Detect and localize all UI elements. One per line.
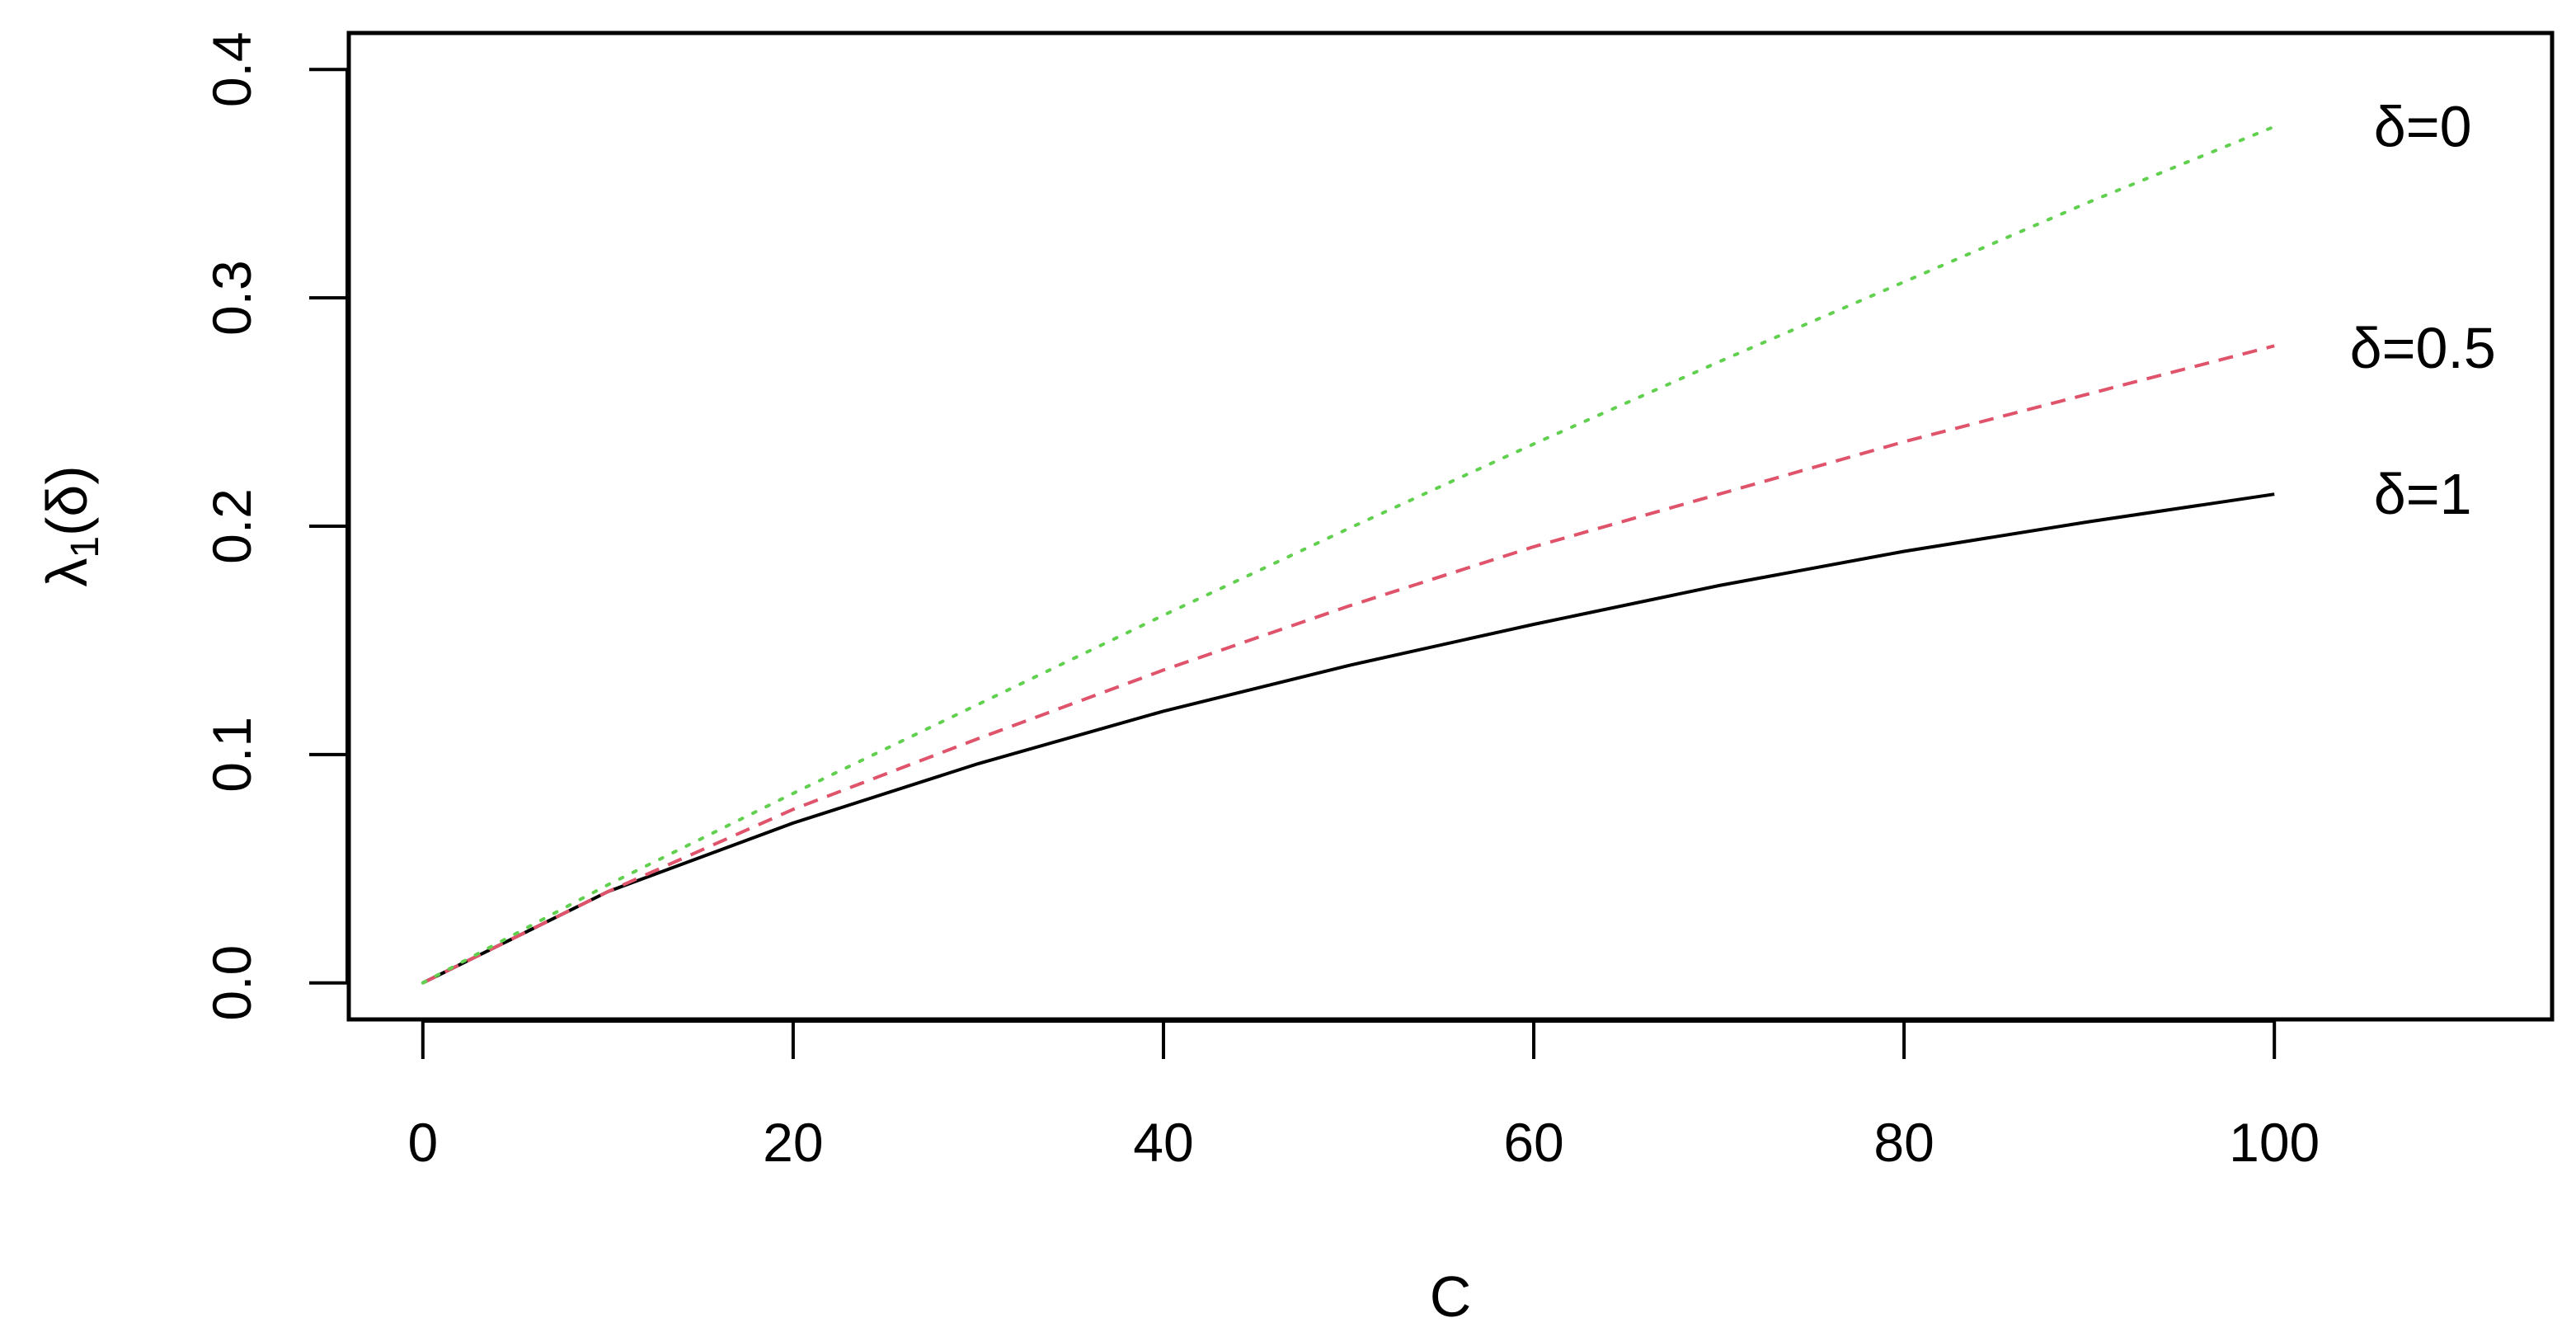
plot-frame bbox=[346, 31, 2555, 1022]
x-tick-label: 60 bbox=[1503, 1112, 1563, 1173]
series-label-2: δ=0 bbox=[2374, 95, 2472, 159]
series-line-2 bbox=[421, 125, 2277, 985]
y-tick-label: 0.1 bbox=[201, 717, 262, 793]
y-tick-label: 0.2 bbox=[201, 488, 262, 564]
y-tick-label: 0.3 bbox=[201, 260, 262, 336]
x-axis: 0 20 40 60 80 100 bbox=[407, 1019, 2320, 1173]
series-lines bbox=[421, 125, 2277, 985]
y-axis-title-subscript: 1 bbox=[63, 536, 107, 558]
x-axis-title: C bbox=[1430, 1264, 1472, 1329]
y-axis-title: λ1(δ) bbox=[35, 465, 107, 586]
series-line-0 bbox=[421, 492, 2275, 985]
x-tick-label: 100 bbox=[2229, 1112, 2320, 1173]
series-label-0: δ=1 bbox=[2374, 462, 2472, 526]
series-label-1: δ=0.5 bbox=[2350, 316, 2496, 380]
series-labels: δ=1 δ=0.5 δ=0 bbox=[2350, 95, 2496, 527]
x-tick-label: 0 bbox=[407, 1112, 438, 1173]
y-axis-title-argument: (δ) bbox=[35, 465, 99, 536]
x-tick-label: 20 bbox=[763, 1112, 823, 1173]
y-tick-label: 0.4 bbox=[201, 31, 262, 107]
y-tick-label: 0.0 bbox=[201, 945, 262, 1021]
x-tick-label: 40 bbox=[1133, 1112, 1193, 1173]
y-axis: 0.0 0.1 0.2 0.3 0.4 bbox=[201, 31, 349, 1021]
series-line-1 bbox=[421, 344, 2275, 985]
x-tick-label: 80 bbox=[1873, 1112, 1934, 1173]
y-axis-title-symbol: λ bbox=[35, 558, 99, 587]
